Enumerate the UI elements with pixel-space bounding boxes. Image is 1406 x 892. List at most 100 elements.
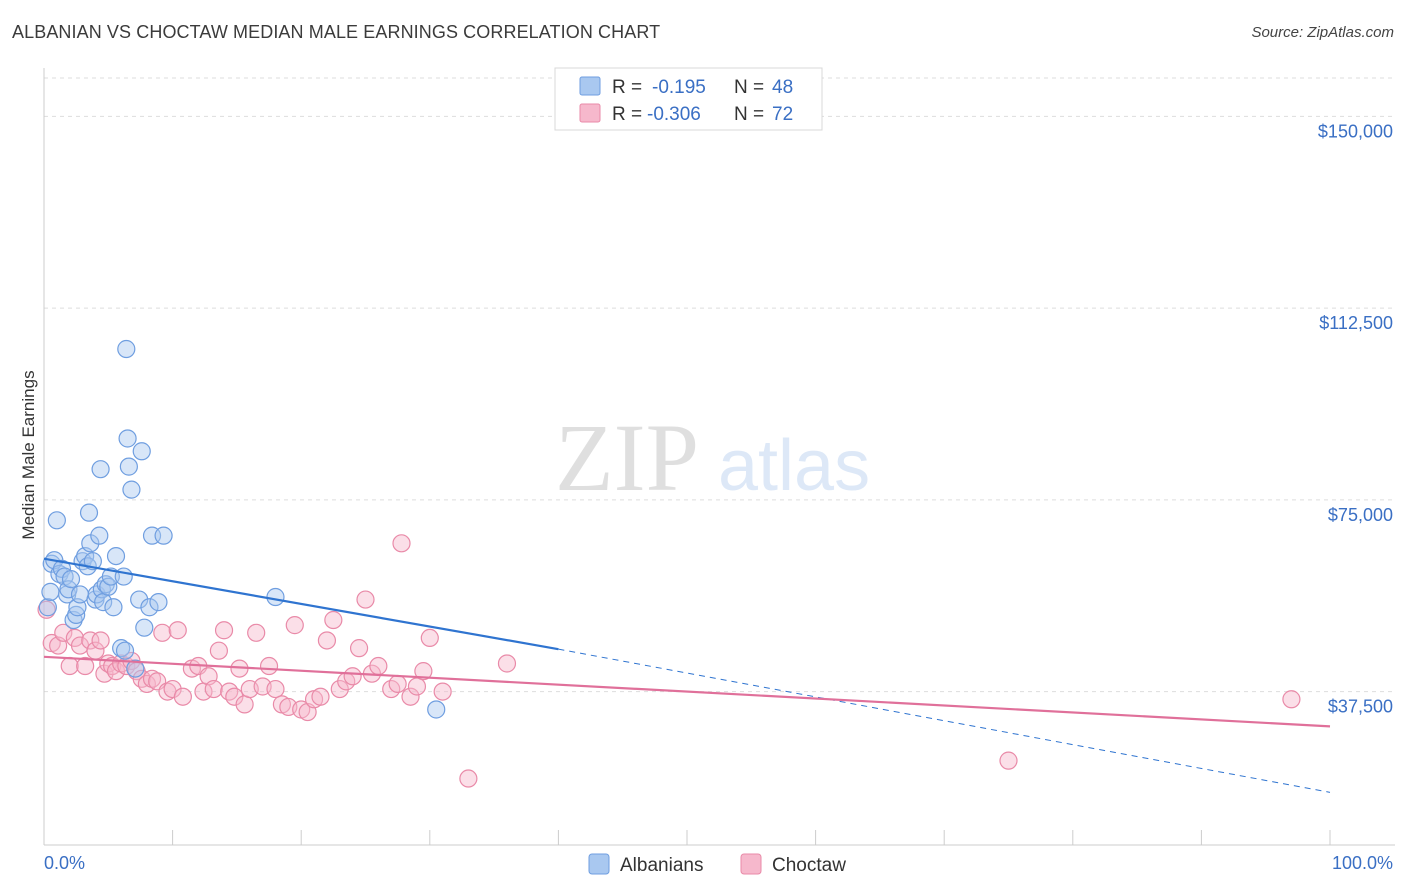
legend-n-label-albanians: N = — [734, 77, 764, 98]
albanians-trend-extension — [558, 648, 1331, 793]
albanians-point — [140, 598, 159, 617]
choctaw-point — [220, 682, 239, 701]
choctaw-point — [235, 695, 254, 714]
series-legend: Albanians Choctaw — [588, 853, 846, 876]
axis-layer: $37,500 $75,000 $112,500 $150,000 0.0% 100.0% — [43, 68, 1395, 873]
choctaw-point — [433, 682, 452, 701]
albanians-point — [47, 511, 66, 530]
watermark: ZIP atlas — [555, 404, 870, 511]
watermark-zip: ZIP — [555, 404, 699, 511]
chart-title: ALBANIAN VS CHOCTAW MEDIAN MALE EARNINGS… — [12, 22, 661, 42]
y-axis-title: Median Male Earnings — [19, 370, 38, 539]
legend-swatch-choctaw — [579, 103, 601, 123]
choctaw-point — [1282, 690, 1301, 709]
legend-r-label-choctaw: R = — [612, 104, 642, 125]
choctaw-point — [95, 664, 114, 683]
choctaw-point — [349, 639, 369, 658]
albanians-point — [115, 641, 135, 660]
albanians-point — [154, 526, 173, 545]
legend-r-value-choctaw: -0.306 — [647, 104, 701, 125]
choctaw-point — [81, 631, 100, 650]
choctaw-point — [401, 687, 420, 706]
albanians-point — [50, 564, 69, 584]
legend-n-value-albanians: 48 — [772, 77, 793, 98]
choctaw-point — [407, 677, 427, 696]
albanians-point — [135, 618, 154, 637]
albanians-point — [67, 605, 86, 625]
x-tick-label-max: 100.0% — [1332, 853, 1393, 873]
albanians-point — [132, 442, 151, 461]
albanians-point — [117, 339, 136, 359]
choctaw-point — [420, 628, 439, 648]
choctaw-point — [285, 616, 304, 635]
series-legend-swatch-albanians — [588, 853, 610, 875]
series-legend-swatch-choctaw — [740, 853, 762, 875]
choctaw-point — [163, 679, 182, 699]
source-label: Source: ZipAtlas.com — [1251, 24, 1394, 41]
albanians-point — [79, 503, 99, 522]
watermark-atlas: atlas — [718, 426, 870, 506]
albanians-points — [38, 339, 446, 719]
choctaw-point — [247, 623, 266, 642]
legend-r-value-albanians: -0.195 — [652, 77, 706, 98]
albanians-point — [91, 460, 110, 479]
correlation-legend: R = -0.195 N = 48 R = -0.306 N = 72 — [554, 67, 823, 131]
albanians-point — [41, 582, 60, 601]
albanians-point — [118, 429, 137, 448]
albanians-point — [101, 567, 120, 586]
choctaw-point — [173, 687, 192, 706]
series-legend-label-albanians: Albanians — [620, 855, 703, 876]
albanians-point — [149, 593, 168, 612]
choctaw-point — [343, 667, 362, 686]
albanians-point — [119, 457, 138, 476]
albanians-point — [106, 546, 126, 566]
choctaw-point — [168, 621, 187, 640]
albanians-point — [126, 659, 145, 678]
choctaw-trend-line — [43, 655, 1331, 728]
legend-n-value-choctaw: 72 — [772, 104, 793, 125]
albanians-point — [427, 700, 446, 719]
choctaw-point — [209, 641, 228, 660]
choctaw-point — [259, 656, 279, 676]
albanians-point — [130, 590, 149, 609]
choctaw-point — [317, 631, 337, 650]
y-tick-label: $112,500 — [1319, 313, 1393, 333]
choctaw-point — [60, 656, 79, 676]
series-legend-label-choctaw: Choctaw — [772, 855, 846, 876]
choctaw-point — [324, 610, 343, 630]
choctaw-point — [311, 687, 330, 706]
albanians-point — [61, 570, 81, 589]
grid-layer — [44, 77, 1395, 693]
choctaw-point — [76, 656, 95, 676]
choctaw-point — [225, 687, 244, 706]
choctaw-point — [142, 669, 162, 688]
trend-lines — [43, 557, 1331, 793]
y-tick-label: $75,000 — [1328, 505, 1393, 525]
choctaw-point — [91, 631, 110, 650]
choctaw-point — [497, 654, 517, 673]
albanians-trend-line — [43, 557, 559, 651]
albanians-point — [38, 598, 57, 617]
choctaw-point — [459, 769, 478, 788]
albanians-point — [70, 585, 90, 604]
choctaw-point — [356, 590, 375, 609]
choctaw-point — [369, 656, 388, 676]
albanians-point — [266, 587, 285, 607]
choctaw-point — [392, 534, 411, 553]
legend-swatch-albanians — [579, 76, 601, 96]
choctaw-point — [204, 679, 223, 699]
choctaw-points — [37, 534, 1301, 788]
albanians-point — [90, 526, 109, 545]
y-tick-label: $150,000 — [1318, 121, 1393, 141]
x-tick-label-min: 0.0% — [44, 853, 85, 873]
legend-n-label-choctaw: N = — [734, 104, 764, 125]
choctaw-point — [999, 751, 1018, 770]
albanians-point — [104, 598, 123, 617]
choctaw-point — [266, 679, 285, 699]
choctaw-point — [153, 623, 172, 642]
choctaw-point — [414, 662, 433, 681]
choctaw-point — [132, 669, 151, 688]
legend-r-label-albanians: R = — [612, 77, 642, 98]
albanians-point — [122, 480, 141, 499]
